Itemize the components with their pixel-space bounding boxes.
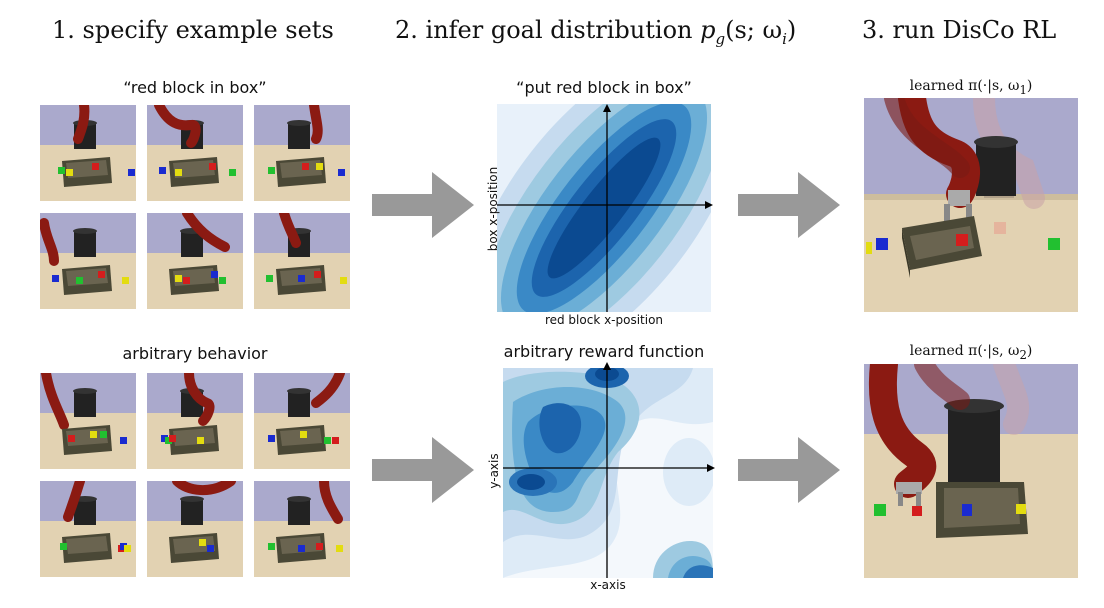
top-examples-label: “red block in box” (123, 78, 267, 97)
step2-heading-text: 2. infer goal distribution (395, 16, 701, 44)
bottom-policy-scene (864, 364, 1078, 578)
step2-heading-args-sub: i (782, 29, 787, 48)
top-policy-label: learned π(·|s, ω1) (864, 78, 1078, 97)
top-plot-title: “put red block in box” (516, 78, 692, 97)
top-arrow-1-icon (372, 172, 474, 238)
step3-heading: 3. run DisCo RL (862, 16, 1057, 44)
top-policy-label-sub: 1 (1019, 82, 1027, 97)
example-thumbnail (254, 481, 350, 577)
bottom-examples-label: arbitrary behavior (122, 344, 268, 363)
top-arrow-2-icon (738, 172, 840, 238)
example-thumbnail (40, 213, 136, 309)
bottom-plot-ylabel: y-axis (487, 453, 501, 489)
example-thumbnail (254, 105, 350, 201)
bottom-reward-function-plot (503, 362, 715, 578)
bottom-policy-label: learned π(·|s, ω2) (864, 343, 1078, 362)
example-thumbnail (147, 481, 243, 577)
step2-heading-close: ) (786, 16, 797, 44)
step1-heading: 1. specify example sets (52, 16, 334, 44)
example-thumbnail (40, 481, 136, 577)
step2-heading-math: p (700, 16, 716, 44)
top-plot-ylabel: box x-position (486, 166, 500, 252)
example-thumbnail (254, 373, 350, 469)
bottom-arrow-2-icon (738, 437, 840, 503)
step2-heading-args: (s; ω (725, 16, 783, 44)
example-thumbnail (147, 213, 243, 309)
bottom-policy-label-sub: 2 (1019, 347, 1027, 362)
step2-heading-sub: g (715, 29, 726, 48)
bottom-policy-label-text: learned π(·|s, ω (909, 343, 1020, 359)
top-policy-label-text: learned π(·|s, ω (909, 78, 1020, 94)
bottom-arrow-1-icon (372, 437, 474, 503)
top-policy-label-close: ) (1026, 78, 1033, 94)
example-thumbnail (40, 373, 136, 469)
step2-heading: 2. infer goal distribution pg(s; ωi) (395, 16, 796, 48)
top-goal-distribution-plot (497, 104, 713, 312)
example-thumbnail (147, 105, 243, 201)
example-thumbnail (147, 373, 243, 469)
example-thumbnail (40, 105, 136, 201)
top-plot-xlabel: red block x-position (544, 313, 664, 327)
top-policy-scene (864, 98, 1078, 312)
example-thumbnail (254, 213, 350, 309)
bottom-plot-xlabel: x-axis (590, 578, 626, 592)
bottom-plot-title: arbitrary reward function (503, 342, 705, 361)
bottom-policy-label-close: ) (1026, 343, 1033, 359)
